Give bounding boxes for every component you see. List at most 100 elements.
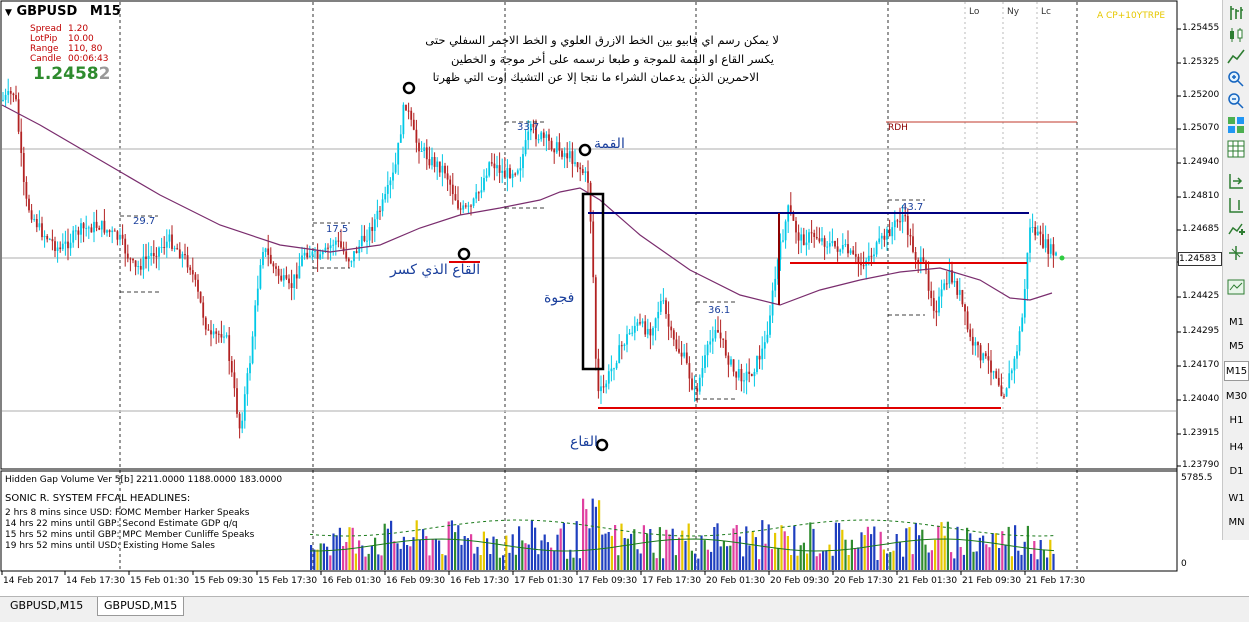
range-row: Range 110, 80 [30,44,102,54]
candle-body [155,255,158,257]
candle-body [342,247,345,252]
candle-body [350,261,353,263]
candle-body [945,283,948,285]
candle-body [444,165,446,174]
timeframe-m30[interactable]: M30 [1225,391,1248,402]
candle-body [649,328,652,336]
timeframe-h4[interactable]: H4 [1229,442,1244,453]
lotpip-label: LotPip [30,34,58,44]
candle-body [301,255,303,266]
candle-body [566,153,569,159]
volume-bar [991,533,994,570]
timeframe-m1[interactable]: M1 [1229,317,1244,328]
time-tick-label: 15 Feb 17:30 [258,576,318,586]
candle-body [818,238,821,242]
bar-chart-icon[interactable] [1227,4,1245,22]
tab-chart-2[interactable]: GBPUSD,M15 [97,597,185,616]
chart-canvas[interactable] [0,0,1249,596]
candle-body [379,210,381,212]
volume-bar [921,529,924,570]
candle-body [615,363,618,369]
candle-body [867,255,870,261]
candle-body [197,279,199,292]
candle-body [345,251,348,259]
candle-body [652,328,654,336]
volume-bar [575,521,578,570]
volume-bar [585,509,588,570]
volume-bar [655,558,658,570]
volume-bar [502,555,505,570]
candle-body [670,326,673,331]
volume-bar [892,550,895,570]
candle-body [275,266,277,269]
candle-body [623,344,626,346]
candle-body [160,247,163,248]
volume-bar [310,545,313,570]
zoom-in-icon[interactable] [1227,70,1245,88]
timeframe-m5[interactable]: M5 [1229,341,1244,352]
time-tick-label: 15 Feb 09:30 [194,576,254,586]
candle-body [35,219,38,228]
candle-body [74,230,77,232]
candle-body [30,210,33,220]
volume-bar [671,528,674,570]
candle-body [230,361,233,373]
candle-body [698,377,701,392]
timeframe-d1[interactable]: D1 [1229,466,1244,477]
volume-bar [847,555,850,570]
dropdown-arrow-icon[interactable]: ▼ [5,8,12,18]
candle-body [220,334,223,338]
volume-bar [735,525,738,570]
chart-shift-icon[interactable] [1227,196,1245,214]
volume-bar [329,555,332,570]
volume-bar [572,557,575,570]
candle-body [90,227,93,233]
candle-body [576,162,579,168]
candle-body [106,230,108,233]
periods-icon[interactable] [1227,244,1245,262]
candle-body [1013,358,1016,371]
line-chart-icon[interactable] [1227,48,1245,66]
candlestick-icon[interactable] [1227,26,1245,44]
timeframe-mn[interactable]: MN [1228,517,1245,528]
candle-body [657,311,660,319]
volume-bar [764,543,767,570]
timeframe-m15[interactable]: M15 [1224,361,1249,381]
autoscroll-icon[interactable] [1227,172,1245,190]
candle-body [789,205,792,214]
time-tick-label: 16 Feb 01:30 [322,576,382,586]
candle-body [139,266,142,270]
candle-body [966,311,969,330]
price-big: 1.2458 [33,64,99,84]
tab-chart-1[interactable]: GBPUSD,M15 [10,599,84,612]
volume-bar [966,527,969,570]
tile-windows-icon[interactable] [1227,116,1245,134]
time-tick-label: 20 Feb 17:30 [834,576,894,586]
timeframe-w1[interactable]: W1 [1228,493,1245,504]
timeframe-h1[interactable]: H1 [1229,415,1244,426]
volume-bar [911,554,914,570]
candle-body [254,305,257,337]
chart-window[interactable]: ▼ GBPUSD M15 Spread 1.20 LotPip 10.00 Rang… [0,0,1249,596]
candle-body [925,261,927,271]
candle-body [1023,289,1026,318]
grid-icon[interactable] [1227,140,1245,158]
candle-body [769,315,771,335]
candle-body [436,161,439,167]
candle-body [399,134,402,143]
volume-bar [729,545,732,570]
zoom-out-icon[interactable] [1227,92,1245,110]
candle-body [457,200,459,209]
candle-body [327,247,329,249]
indicators-icon[interactable] [1227,220,1245,238]
volume-bar [713,527,716,570]
candle-body [389,180,392,186]
pivot-circle [578,143,592,157]
volume-bar [399,548,402,570]
candle-body [1031,227,1034,228]
templates-icon[interactable] [1227,278,1245,296]
candle-body [2,99,4,101]
candle-body [1039,231,1042,235]
candle-body [329,245,332,249]
candle-body [906,215,909,235]
